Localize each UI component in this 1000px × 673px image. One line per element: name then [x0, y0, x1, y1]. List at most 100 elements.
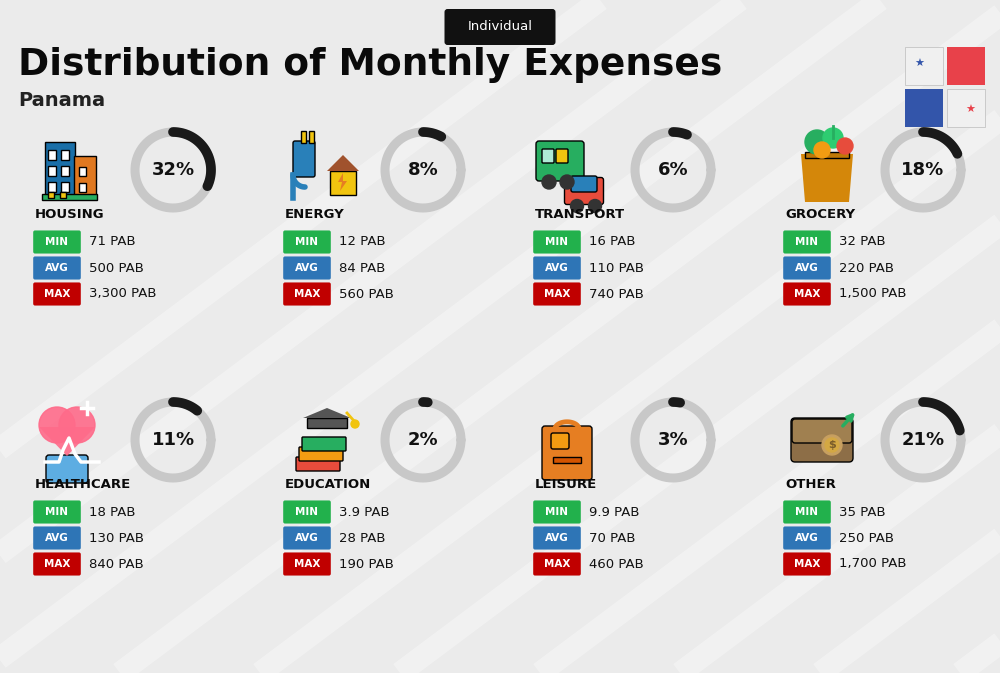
- Polygon shape: [303, 408, 351, 418]
- Text: MAX: MAX: [44, 289, 70, 299]
- FancyBboxPatch shape: [444, 9, 556, 45]
- Text: EDUCATION: EDUCATION: [285, 479, 371, 491]
- Text: MIN: MIN: [296, 237, 318, 247]
- Text: 250 PAB: 250 PAB: [839, 532, 894, 544]
- Text: AVG: AVG: [795, 263, 819, 273]
- FancyBboxPatch shape: [947, 89, 985, 127]
- Text: 3%: 3%: [658, 431, 688, 449]
- Polygon shape: [39, 427, 95, 456]
- FancyBboxPatch shape: [48, 182, 56, 192]
- FancyBboxPatch shape: [61, 150, 69, 160]
- Text: $: $: [828, 440, 836, 450]
- Text: 6%: 6%: [658, 161, 688, 179]
- Text: 21%: 21%: [901, 431, 945, 449]
- FancyBboxPatch shape: [947, 47, 985, 85]
- Text: MIN: MIN: [45, 507, 68, 517]
- Text: MAX: MAX: [794, 559, 820, 569]
- Text: MAX: MAX: [294, 559, 320, 569]
- Text: MIN: MIN: [45, 237, 68, 247]
- FancyBboxPatch shape: [293, 141, 315, 177]
- Text: 9.9 PAB: 9.9 PAB: [589, 505, 640, 518]
- Text: 460 PAB: 460 PAB: [589, 557, 644, 571]
- FancyBboxPatch shape: [783, 230, 831, 254]
- FancyBboxPatch shape: [783, 526, 831, 550]
- Text: Panama: Panama: [18, 92, 105, 110]
- Text: MIN: MIN: [296, 507, 318, 517]
- Text: 2%: 2%: [408, 431, 438, 449]
- Circle shape: [837, 138, 853, 154]
- FancyBboxPatch shape: [536, 141, 584, 181]
- FancyBboxPatch shape: [48, 192, 54, 198]
- Text: AVG: AVG: [545, 533, 569, 543]
- FancyBboxPatch shape: [45, 142, 75, 198]
- Text: AVG: AVG: [45, 263, 69, 273]
- Text: 35 PAB: 35 PAB: [839, 505, 886, 518]
- Text: 220 PAB: 220 PAB: [839, 262, 894, 275]
- FancyBboxPatch shape: [302, 437, 346, 451]
- FancyBboxPatch shape: [542, 149, 554, 163]
- FancyBboxPatch shape: [783, 256, 831, 279]
- FancyBboxPatch shape: [556, 149, 568, 163]
- Circle shape: [570, 199, 584, 213]
- Text: 32%: 32%: [151, 161, 195, 179]
- FancyBboxPatch shape: [79, 167, 86, 176]
- Text: 130 PAB: 130 PAB: [89, 532, 144, 544]
- Circle shape: [825, 438, 839, 452]
- FancyBboxPatch shape: [792, 419, 852, 443]
- FancyBboxPatch shape: [533, 256, 581, 279]
- Text: AVG: AVG: [45, 533, 69, 543]
- FancyBboxPatch shape: [905, 89, 943, 127]
- Text: 71 PAB: 71 PAB: [89, 236, 136, 248]
- Text: 190 PAB: 190 PAB: [339, 557, 394, 571]
- Text: MIN: MIN: [545, 507, 568, 517]
- FancyBboxPatch shape: [283, 553, 331, 575]
- Text: 110 PAB: 110 PAB: [589, 262, 644, 275]
- FancyBboxPatch shape: [61, 182, 69, 192]
- Circle shape: [588, 199, 601, 213]
- Text: GROCERY: GROCERY: [785, 209, 855, 221]
- Circle shape: [59, 407, 95, 443]
- Text: MAX: MAX: [544, 289, 570, 299]
- Text: 12 PAB: 12 PAB: [339, 236, 386, 248]
- FancyBboxPatch shape: [905, 47, 943, 85]
- FancyBboxPatch shape: [33, 501, 81, 524]
- FancyBboxPatch shape: [33, 230, 81, 254]
- FancyBboxPatch shape: [283, 283, 331, 306]
- Text: 18 PAB: 18 PAB: [89, 505, 136, 518]
- FancyBboxPatch shape: [301, 131, 306, 143]
- FancyBboxPatch shape: [79, 183, 86, 192]
- FancyBboxPatch shape: [791, 418, 853, 462]
- Text: 28 PAB: 28 PAB: [339, 532, 386, 544]
- FancyBboxPatch shape: [551, 433, 569, 449]
- Text: 740 PAB: 740 PAB: [589, 287, 644, 301]
- Circle shape: [823, 128, 843, 148]
- FancyBboxPatch shape: [296, 457, 340, 471]
- Text: 8%: 8%: [408, 161, 438, 179]
- FancyBboxPatch shape: [783, 501, 831, 524]
- Circle shape: [351, 420, 359, 428]
- Text: TRANSPORT: TRANSPORT: [535, 209, 625, 221]
- FancyBboxPatch shape: [283, 526, 331, 550]
- Circle shape: [805, 130, 829, 154]
- Text: HEALTHCARE: HEALTHCARE: [35, 479, 131, 491]
- Text: MAX: MAX: [794, 289, 820, 299]
- FancyBboxPatch shape: [74, 156, 96, 198]
- FancyBboxPatch shape: [533, 553, 581, 575]
- Text: 32 PAB: 32 PAB: [839, 236, 886, 248]
- Text: ENERGY: ENERGY: [285, 209, 345, 221]
- Polygon shape: [327, 155, 359, 171]
- FancyBboxPatch shape: [783, 283, 831, 306]
- FancyBboxPatch shape: [571, 176, 597, 192]
- FancyBboxPatch shape: [61, 166, 69, 176]
- Text: 84 PAB: 84 PAB: [339, 262, 385, 275]
- Text: ★: ★: [966, 105, 976, 115]
- Text: 560 PAB: 560 PAB: [339, 287, 394, 301]
- Text: 3,300 PAB: 3,300 PAB: [89, 287, 156, 301]
- FancyBboxPatch shape: [533, 501, 581, 524]
- Polygon shape: [338, 173, 347, 191]
- FancyBboxPatch shape: [309, 131, 314, 143]
- FancyBboxPatch shape: [283, 501, 331, 524]
- FancyBboxPatch shape: [60, 192, 66, 198]
- Text: 1,500 PAB: 1,500 PAB: [839, 287, 906, 301]
- FancyBboxPatch shape: [33, 283, 81, 306]
